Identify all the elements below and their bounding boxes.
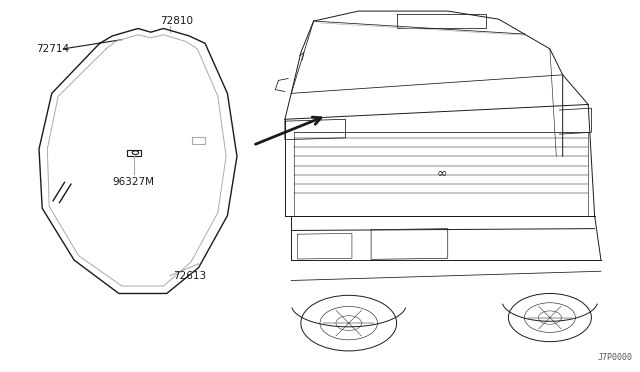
Text: 72714: 72714 bbox=[36, 44, 69, 54]
Text: ∞: ∞ bbox=[436, 167, 447, 180]
Text: 72810: 72810 bbox=[161, 16, 193, 26]
Text: 72613: 72613 bbox=[173, 271, 206, 281]
Text: 96327M: 96327M bbox=[113, 177, 154, 187]
Text: J7P0000: J7P0000 bbox=[598, 353, 633, 362]
